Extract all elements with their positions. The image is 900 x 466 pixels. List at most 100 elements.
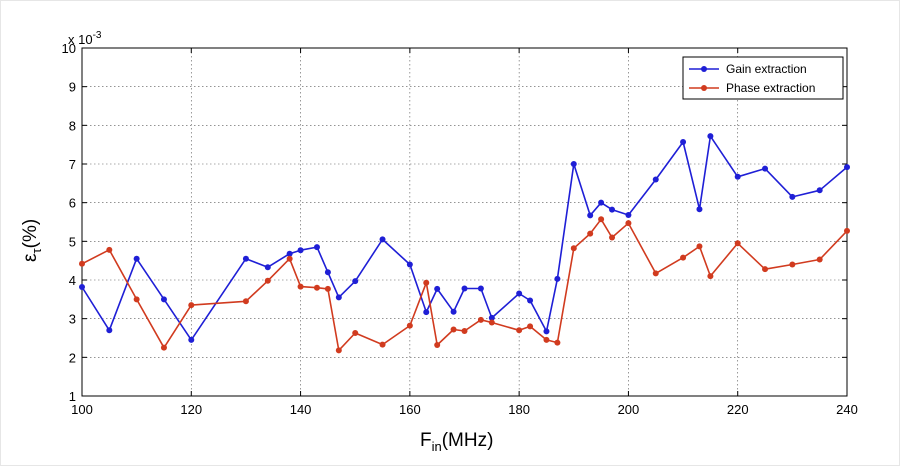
data-point (461, 285, 468, 292)
data-point (789, 193, 796, 200)
data-point (625, 220, 632, 227)
data-point (488, 319, 495, 326)
data-point (313, 244, 320, 251)
data-point (652, 270, 659, 277)
y-tick-label: 9 (69, 80, 76, 95)
data-point (297, 247, 304, 254)
plot-area (81, 47, 848, 397)
data-point (587, 230, 594, 237)
data-point (188, 336, 195, 343)
data-point (488, 314, 495, 321)
data-point (379, 236, 386, 243)
y-tick-label: 8 (69, 118, 76, 133)
data-point (324, 269, 331, 276)
x-tick-label: 180 (508, 402, 530, 417)
x-axis-label: Fin(MHz) (420, 430, 493, 454)
data-point (160, 344, 167, 351)
data-point (762, 266, 769, 273)
data-point (707, 273, 714, 280)
data-point (625, 212, 632, 219)
legend-label-gain: Gain extraction (726, 62, 807, 76)
grid (82, 48, 847, 396)
data-point (680, 138, 687, 145)
data-point (450, 308, 457, 315)
data-point (352, 278, 359, 285)
data-point (286, 255, 293, 262)
y-axis-label: ετ(%) (20, 219, 44, 262)
data-point (652, 176, 659, 183)
y-multiplier: x 10-3 (68, 30, 102, 47)
series-gain (79, 133, 850, 343)
data-point (680, 254, 687, 261)
data-point (707, 133, 714, 140)
series-layer (79, 133, 850, 354)
data-point (406, 261, 413, 268)
data-point (335, 347, 342, 354)
data-point (609, 206, 616, 213)
data-point (516, 290, 523, 297)
legend-label-phase: Phase extraction (726, 81, 815, 95)
data-point (477, 316, 484, 323)
y-tick-label: 3 (69, 312, 76, 327)
data-point (324, 285, 331, 292)
y-tick-label: 4 (69, 273, 76, 288)
data-point (423, 309, 430, 316)
data-point (423, 279, 430, 286)
data-point (106, 327, 113, 334)
data-point (264, 264, 271, 271)
data-point (734, 173, 741, 180)
legend-marker-phase (701, 85, 707, 91)
data-point (106, 246, 113, 253)
data-point (352, 329, 359, 336)
data-point (516, 327, 523, 334)
data-point (734, 240, 741, 247)
data-point (598, 216, 605, 223)
data-point (461, 328, 468, 335)
data-point (696, 243, 703, 250)
data-point (554, 275, 561, 282)
data-point (434, 285, 441, 292)
data-point (335, 294, 342, 301)
data-point (587, 212, 594, 219)
data-point (844, 164, 850, 171)
x-tick-label: 140 (290, 402, 312, 417)
data-point (598, 199, 605, 206)
data-point (264, 277, 271, 284)
y-tick-label: 7 (69, 157, 76, 172)
data-point (696, 206, 703, 213)
data-point (133, 296, 140, 303)
data-point (133, 255, 140, 262)
data-point (188, 302, 195, 309)
x-tick-label: 240 (836, 402, 858, 417)
data-point (527, 323, 534, 330)
data-point (406, 322, 413, 329)
data-point (434, 341, 441, 348)
data-point (762, 165, 769, 172)
data-point (816, 187, 823, 194)
x-tick-label: 220 (727, 402, 749, 417)
data-point (570, 161, 577, 167)
data-point (79, 283, 85, 290)
x-tick-label: 100 (71, 402, 93, 417)
data-point (789, 261, 796, 268)
x-tick-label: 160 (399, 402, 421, 417)
data-point (450, 326, 457, 333)
data-point (242, 298, 249, 305)
series-phase (79, 216, 850, 354)
y-tick-label: 10 (62, 41, 76, 56)
data-point (844, 227, 850, 234)
legend-box (682, 56, 844, 100)
data-point (570, 245, 577, 252)
data-point (477, 285, 484, 292)
legend-marker-gain (701, 66, 707, 72)
data-point (816, 256, 823, 263)
legend: Gain extraction Phase extraction (682, 56, 844, 100)
x-tick-label: 200 (618, 402, 640, 417)
y-tick-label: 6 (69, 196, 76, 211)
data-point (609, 234, 616, 241)
data-point (554, 339, 561, 346)
y-tick-label: 1 (69, 389, 76, 404)
series-line (81, 135, 848, 341)
data-point (297, 283, 304, 290)
